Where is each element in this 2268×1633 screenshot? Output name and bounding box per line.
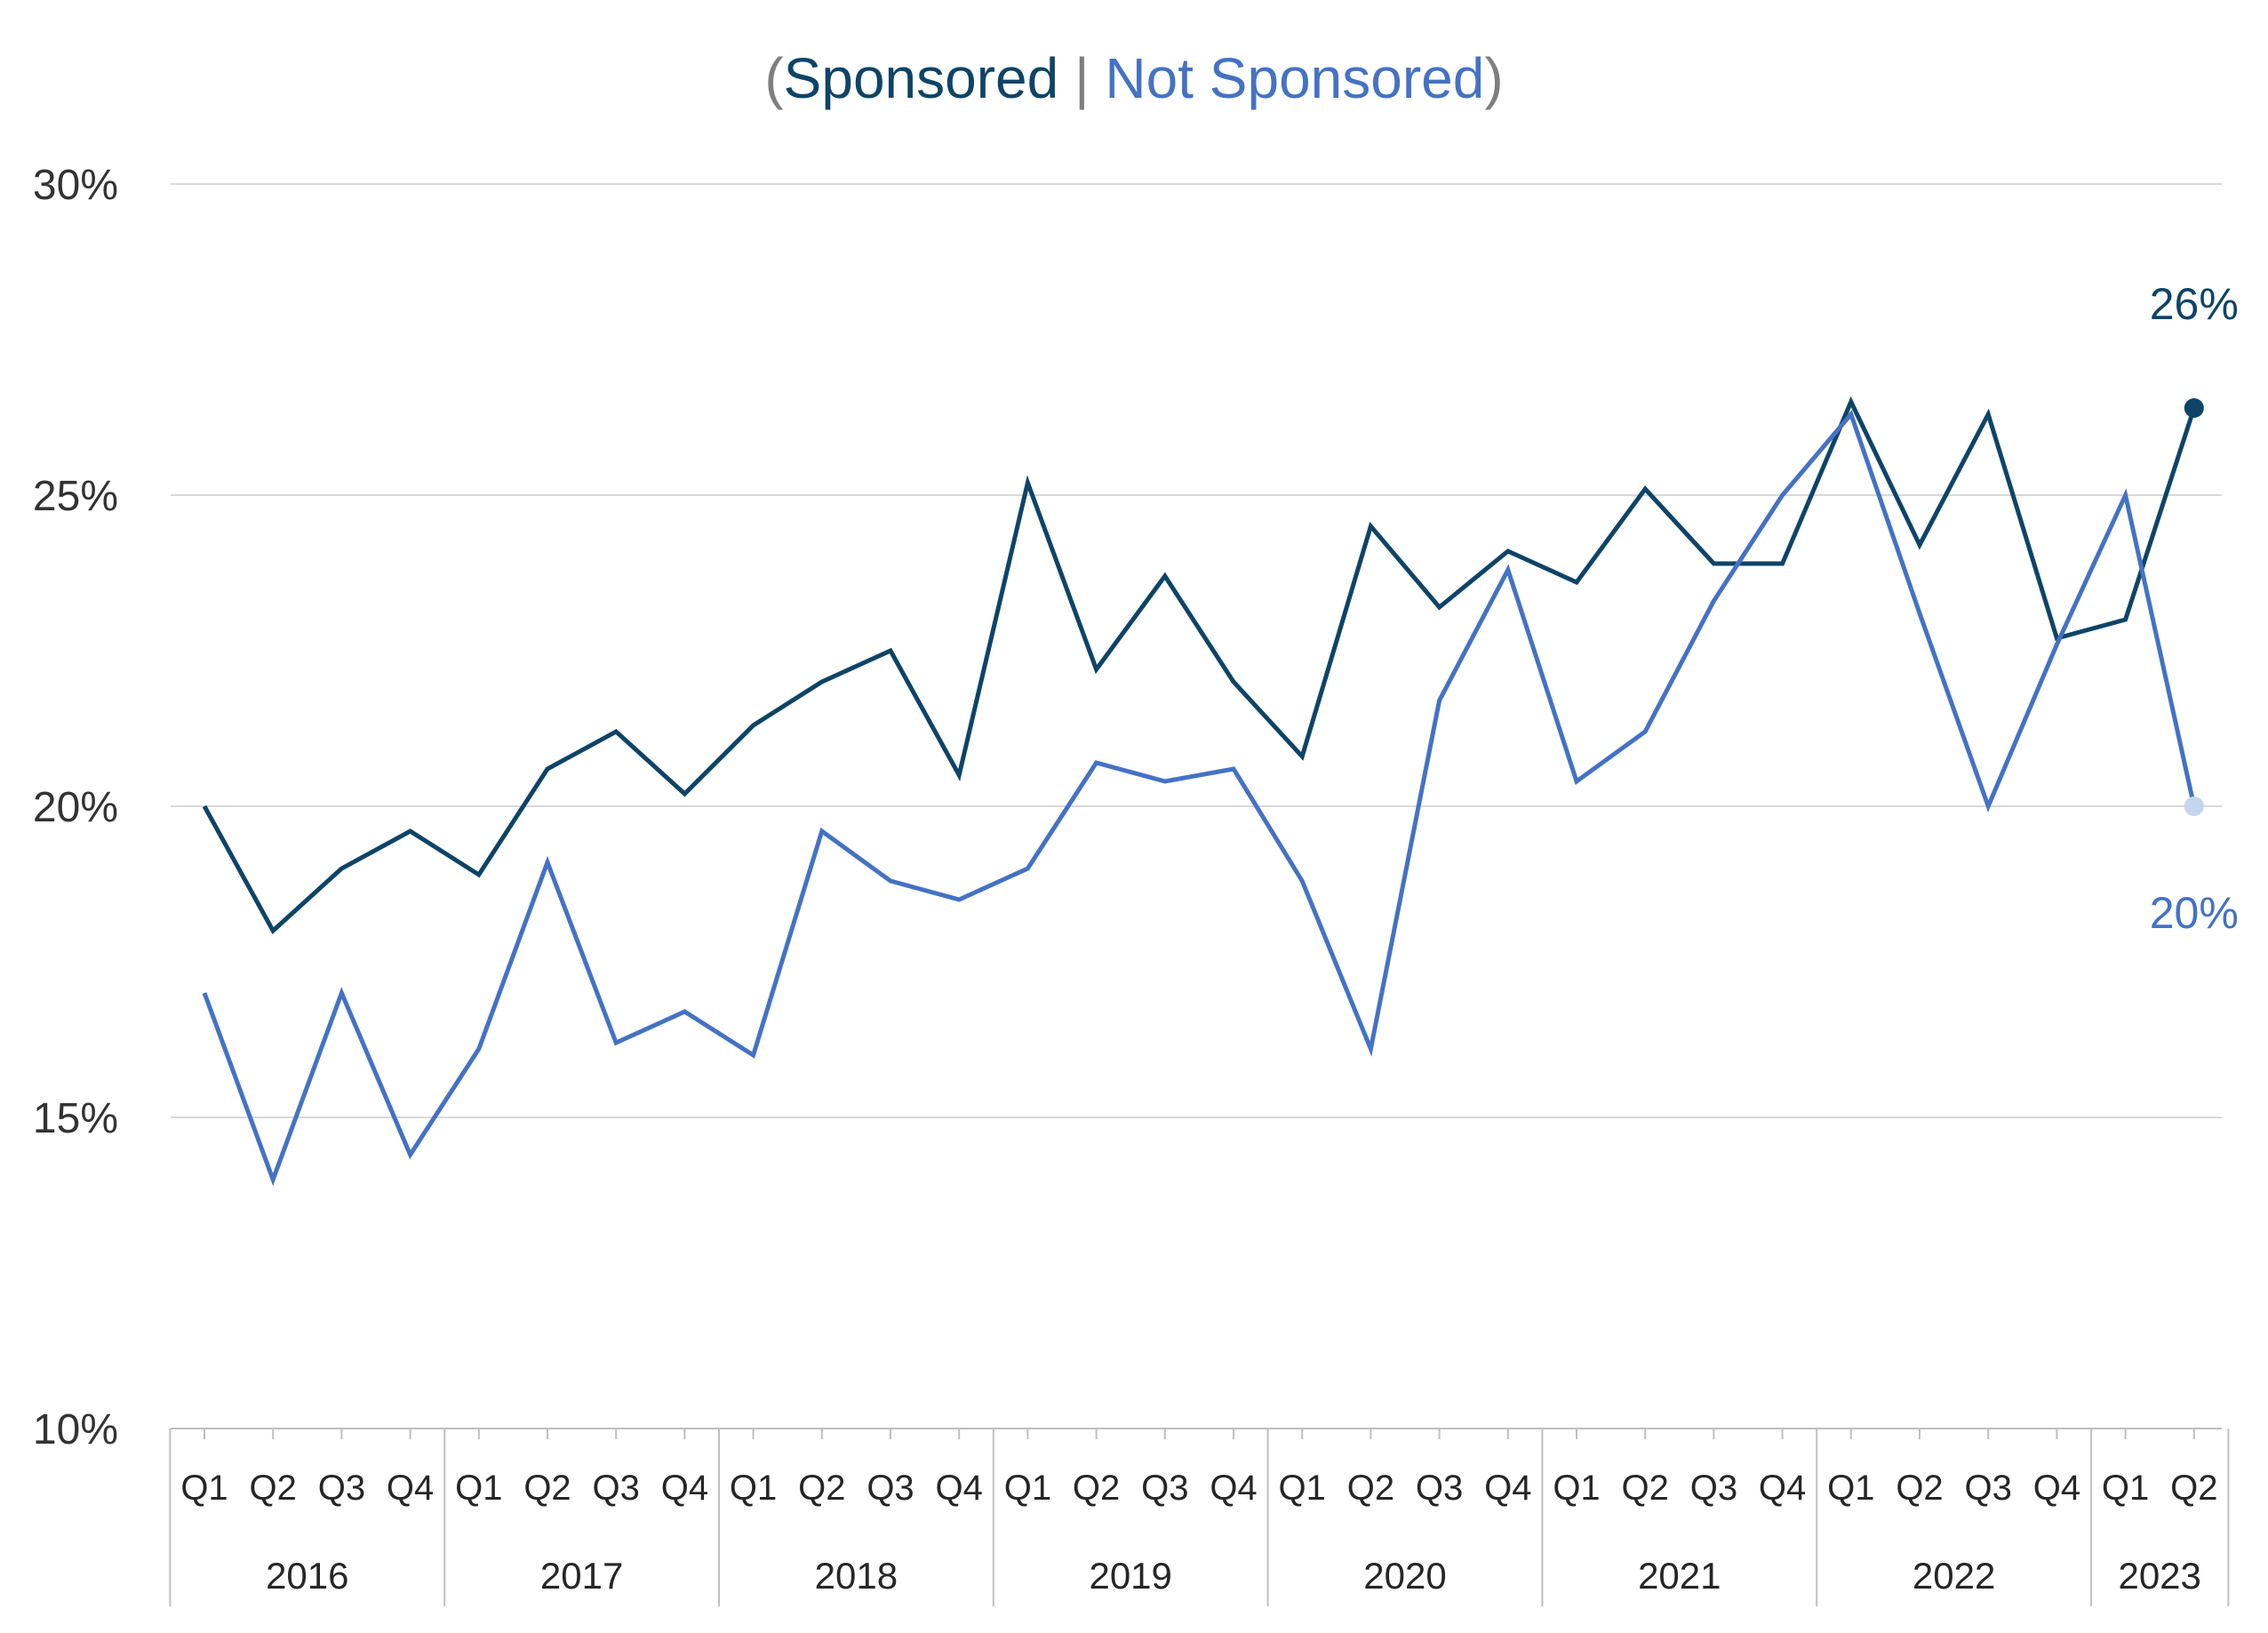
x-tick-label: Q2 [1347, 1469, 1394, 1508]
title-separator: | [1058, 46, 1105, 110]
x-tick-label: Q3 [1965, 1469, 2012, 1508]
gridlines [171, 183, 2222, 1429]
x-tick-label: Q2 [2170, 1469, 2217, 1508]
x-tick-label: Q1 [1004, 1469, 1051, 1508]
x-tick-label: Q1 [455, 1469, 502, 1508]
x-tick-label: Q2 [798, 1469, 845, 1508]
title-close-paren: ) [1484, 46, 1503, 110]
year-group-label: 2023 [2118, 1555, 2200, 1597]
y-tick-label: 30% [33, 162, 118, 209]
x-axis: Q1 Q2 Q3 Q4 Q1 Q2 Q3 Q4 Q1 Q2 Q3 Q4 Q1 Q2 Q3 Q4 Q1 Q2 Q3 Q4… [169, 1429, 2230, 1606]
year-group-label: 2022 [1913, 1555, 1995, 1597]
x-tick-label: Q3 [1690, 1469, 1737, 1508]
year-group-label: 2017 [540, 1555, 623, 1597]
year-group-label: 2021 [1638, 1555, 1721, 1597]
x-tick-label: Q2 [1622, 1469, 1669, 1508]
year-group-label: 2018 [815, 1555, 898, 1597]
year-group-label: 2020 [1363, 1555, 1446, 1597]
x-tick-label: Q4 [387, 1469, 434, 1508]
x-tick-label: Q3 [318, 1469, 365, 1508]
x-tick-label: Q4 [1759, 1469, 1806, 1508]
chart-title: (Sponsored | Not Sponsored) [764, 46, 1503, 110]
x-tick-label: Q1 [2102, 1469, 2149, 1508]
x-tick-label: Q1 [730, 1469, 777, 1508]
x-tick-label: Q4 [936, 1469, 983, 1508]
y-axis: 10% 15% 20% 25% 30% [33, 162, 118, 1453]
title-sponsored: Sponsored [784, 46, 1059, 110]
x-tick-label: Q3 [1141, 1469, 1188, 1508]
x-tick-label: Q3 [866, 1469, 914, 1508]
x-tick-label: Q1 [1827, 1469, 1874, 1508]
x-tick-label: Q2 [1896, 1469, 1943, 1508]
end-markers: 26% 20% [2150, 279, 2239, 938]
y-tick-label: 20% [33, 784, 118, 831]
x-tick-label: Q3 [593, 1469, 640, 1508]
x-tick-label: Q4 [661, 1469, 708, 1508]
x-tick-label: Q4 [1210, 1469, 1257, 1508]
end-marker-not-sponsored [2184, 796, 2204, 816]
x-tick-label: Q2 [250, 1469, 297, 1508]
x-tick-label: Q1 [1553, 1469, 1600, 1508]
data-label-not-sponsored: 20% [2150, 888, 2239, 938]
series-line-sponsored [202, 396, 2197, 934]
x-tick-label: Q3 [1416, 1469, 1463, 1508]
y-tick-label: 10% [33, 1406, 118, 1453]
x-tick-label: Q2 [1073, 1469, 1120, 1508]
end-marker-sponsored [2184, 398, 2204, 418]
x-tick-label: Q4 [2033, 1469, 2080, 1508]
year-group-label: 2019 [1089, 1555, 1171, 1597]
x-tick-label: Q1 [180, 1469, 228, 1508]
title-open-paren: ( [764, 46, 783, 110]
y-tick-label: 15% [33, 1095, 118, 1142]
x-tick-label: Q2 [523, 1469, 571, 1508]
year-group-label: 2016 [266, 1555, 348, 1597]
data-label-sponsored: 26% [2150, 279, 2239, 329]
x-tick-label: Q4 [1484, 1469, 1531, 1508]
y-tick-label: 25% [33, 473, 118, 520]
series-lines [202, 396, 2197, 1187]
series-line-not-sponsored [202, 410, 2197, 1187]
x-tick-label: Q1 [1279, 1469, 1326, 1508]
title-not-sponsored: Not Sponsored [1105, 46, 1484, 110]
